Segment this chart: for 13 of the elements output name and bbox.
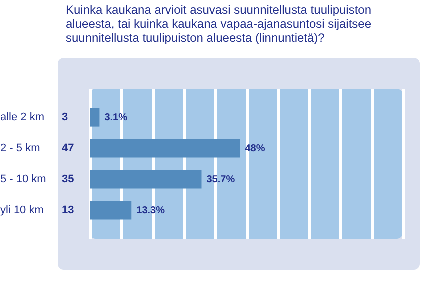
bar <box>90 170 202 189</box>
bar <box>90 108 100 127</box>
chart-title: Kuinka kaukana arvioit asuvasi suunnitellusta tuulipuiston alueesta, tai kuinka kaukana vapaa-ajanasuntosi sijaitsee suunnitellusta tuulipuiston alueesta (linnuntietä)? <box>66 3 373 45</box>
y-tick-label: alle 2 km <box>0 112 45 124</box>
text: 47 <box>62 142 74 155</box>
bar <box>90 201 132 220</box>
text: 13 <box>62 204 74 216</box>
y-tick-label: 5 - 10 km <box>0 173 46 186</box>
text: 35 <box>62 173 74 186</box>
y-tick-label: 2 - 5 km <box>0 142 40 155</box>
bar <box>90 139 240 158</box>
y-tick-label: yli 10 km <box>0 204 44 216</box>
text: 3 <box>62 112 68 124</box>
